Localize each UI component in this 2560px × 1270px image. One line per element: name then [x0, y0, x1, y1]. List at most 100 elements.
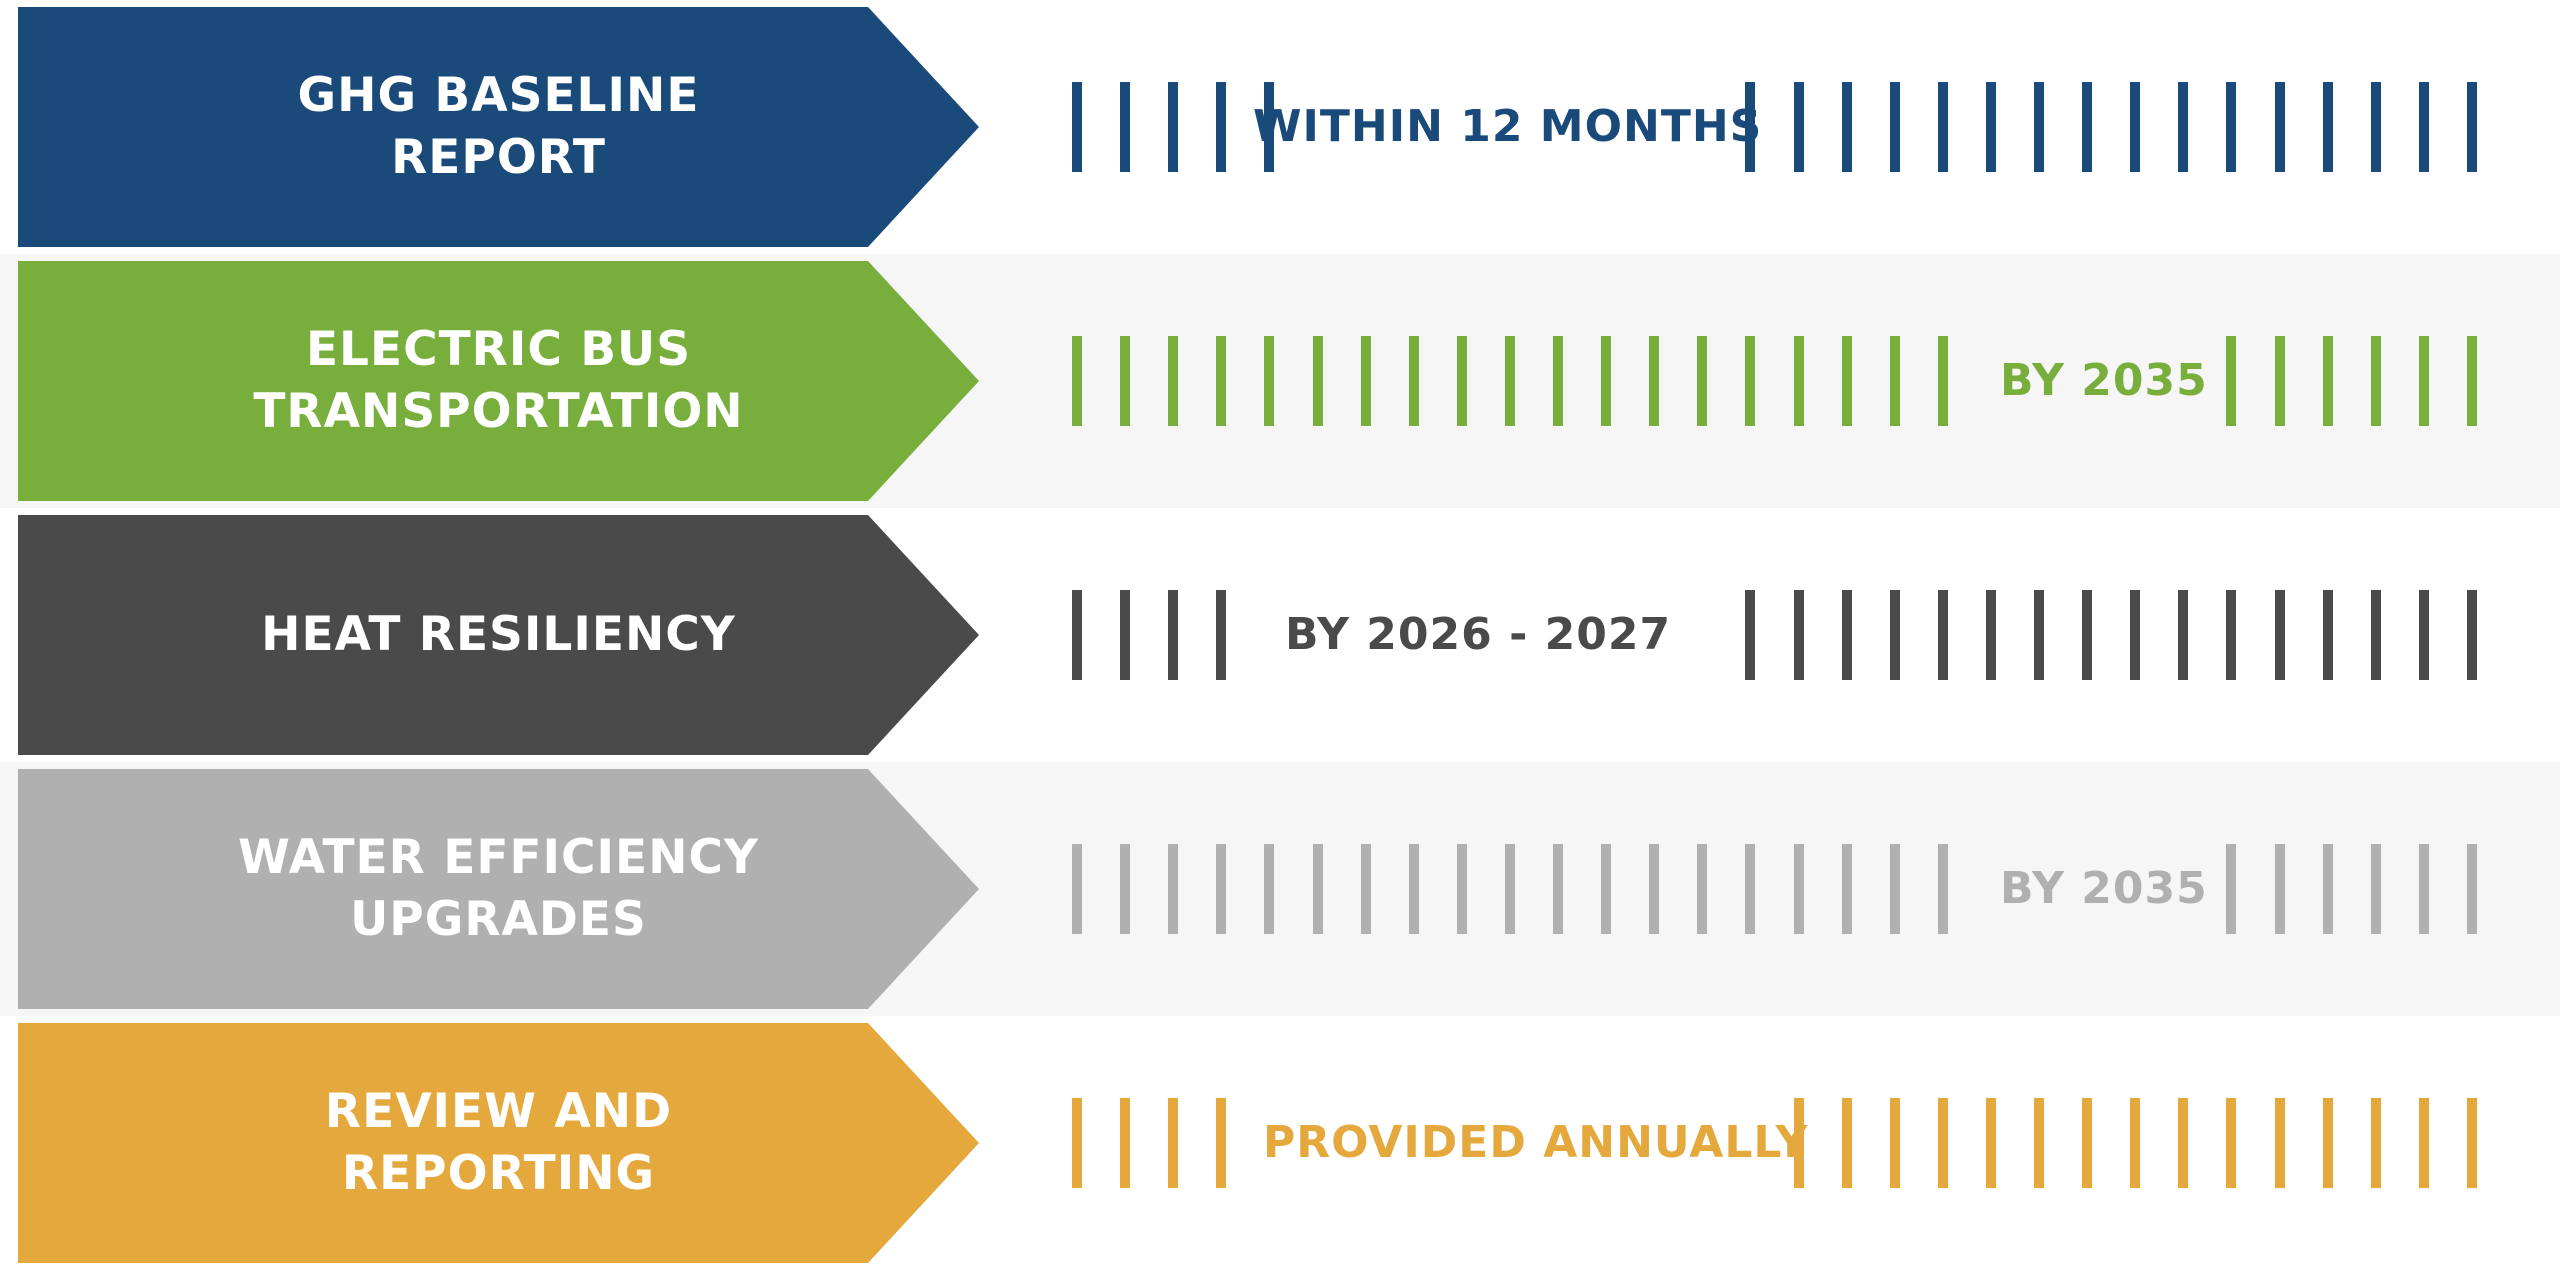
label-line-2: REPORT [391, 130, 606, 185]
tick-mark [1794, 82, 1804, 172]
tick-mark [1697, 844, 1707, 934]
tick-mark [2371, 590, 2381, 680]
tick-mark [2419, 590, 2429, 680]
initiative-arrow: WATER EFFICIENCY UPGRADES [18, 769, 979, 1009]
initiative-arrow: ELECTRIC BUS TRANSPORTATION [18, 261, 979, 501]
tick-mark [2419, 82, 2429, 172]
tick-mark [1168, 82, 1178, 172]
tick-mark [2371, 82, 2381, 172]
timeline-row-electric-bus: ELECTRIC BUS TRANSPORTATION BY 2035 [0, 254, 2560, 508]
tick-mark [1216, 844, 1226, 934]
tick-mark [1745, 844, 1755, 934]
tick-mark [1938, 336, 1948, 426]
tick-mark [1890, 590, 1900, 680]
tick-mark [1264, 844, 1274, 934]
tick-mark [1505, 336, 1515, 426]
tick-mark [1120, 1098, 1130, 1188]
tick-mark [2082, 82, 2092, 172]
label-line-1: WATER EFFICIENCY [238, 830, 759, 885]
tick-mark [1842, 82, 1852, 172]
tick-mark [1938, 844, 1948, 934]
timeline-row-heat-resiliency: HEAT RESILIENCY BY 2026 - 2027 [0, 508, 2560, 762]
tick-mark [2034, 82, 2044, 172]
tick-mark [2467, 844, 2477, 934]
tick-mark [2275, 336, 2285, 426]
tick-mark [2419, 1098, 2429, 1188]
initiative-arrow: REVIEW AND REPORTING [18, 1023, 979, 1263]
tick-mark [2323, 844, 2333, 934]
tick-mark [1361, 844, 1371, 934]
tick-mark [1072, 336, 1082, 426]
tick-mark [2371, 844, 2381, 934]
tick-mark [1842, 336, 1852, 426]
tick-mark [1553, 336, 1563, 426]
tick-mark [2467, 1098, 2477, 1188]
tick-mark [1168, 336, 1178, 426]
timing-label: PROVIDED ANNUALLY [1263, 1117, 1809, 1168]
tick-mark [2226, 844, 2236, 934]
tick-mark [2419, 844, 2429, 934]
tick-mark [1313, 844, 1323, 934]
tick-mark [2275, 1098, 2285, 1188]
label-line-1: GHG BASELINE [297, 68, 700, 123]
timing-label: BY 2035 [2000, 863, 2208, 914]
tick-mark [2323, 1098, 2333, 1188]
initiative-label: ELECTRIC BUS TRANSPORTATION [74, 319, 924, 443]
tick-mark [1216, 82, 1226, 172]
tick-mark [1938, 82, 1948, 172]
tick-mark [2130, 1098, 2140, 1188]
tick-mark [1457, 336, 1467, 426]
tick-mark [1601, 844, 1611, 934]
tick-mark [1890, 336, 1900, 426]
tick-mark [2467, 336, 2477, 426]
tick-mark [2226, 82, 2236, 172]
tick-mark [1168, 844, 1178, 934]
tick-mark [2467, 82, 2477, 172]
tick-mark [2178, 1098, 2188, 1188]
tick-mark [1842, 590, 1852, 680]
tick-mark [1072, 844, 1082, 934]
label-line-1: ELECTRIC BUS [305, 322, 692, 377]
label-line-1: HEAT RESILIENCY [261, 607, 736, 662]
tick-mark [1409, 844, 1419, 934]
timing-label: WITHIN 12 MONTHS [1253, 101, 1763, 152]
initiative-arrow: HEAT RESILIENCY [18, 515, 979, 755]
tick-mark [1842, 844, 1852, 934]
timeline-row-review-reporting: REVIEW AND REPORTING PROVIDED ANNUALLY [0, 1016, 2560, 1270]
tick-mark [1264, 336, 1274, 426]
label-line-2: UPGRADES [350, 892, 647, 947]
tick-mark [2082, 590, 2092, 680]
tick-mark [1986, 590, 1996, 680]
tick-mark [1794, 336, 1804, 426]
initiative-label: WATER EFFICIENCY UPGRADES [74, 827, 924, 951]
tick-mark [1794, 844, 1804, 934]
tick-mark [1264, 82, 1274, 172]
tick-mark [1794, 590, 1804, 680]
tick-mark [1216, 590, 1226, 680]
tick-mark [2275, 844, 2285, 934]
tick-mark [1890, 1098, 1900, 1188]
timing-label: BY 2026 - 2027 [1285, 609, 1672, 660]
tick-mark [1361, 336, 1371, 426]
tick-mark [2082, 1098, 2092, 1188]
tick-mark [1072, 1098, 1082, 1188]
tick-mark [1313, 336, 1323, 426]
label-line-1: REVIEW AND [324, 1084, 673, 1139]
label-line-2: TRANSPORTATION [253, 384, 744, 439]
tick-mark [2323, 336, 2333, 426]
tick-mark [1938, 590, 1948, 680]
tick-mark [1457, 844, 1467, 934]
tick-mark [2178, 82, 2188, 172]
tick-mark [1745, 82, 1755, 172]
tick-mark [1120, 336, 1130, 426]
tick-mark [2130, 590, 2140, 680]
tick-mark [1697, 336, 1707, 426]
initiative-label: HEAT RESILIENCY [74, 604, 924, 666]
tick-mark [2226, 336, 2236, 426]
tick-mark [2178, 590, 2188, 680]
tick-mark [2419, 336, 2429, 426]
tick-mark [1168, 1098, 1178, 1188]
initiative-label: REVIEW AND REPORTING [74, 1081, 924, 1205]
tick-mark [1986, 82, 1996, 172]
